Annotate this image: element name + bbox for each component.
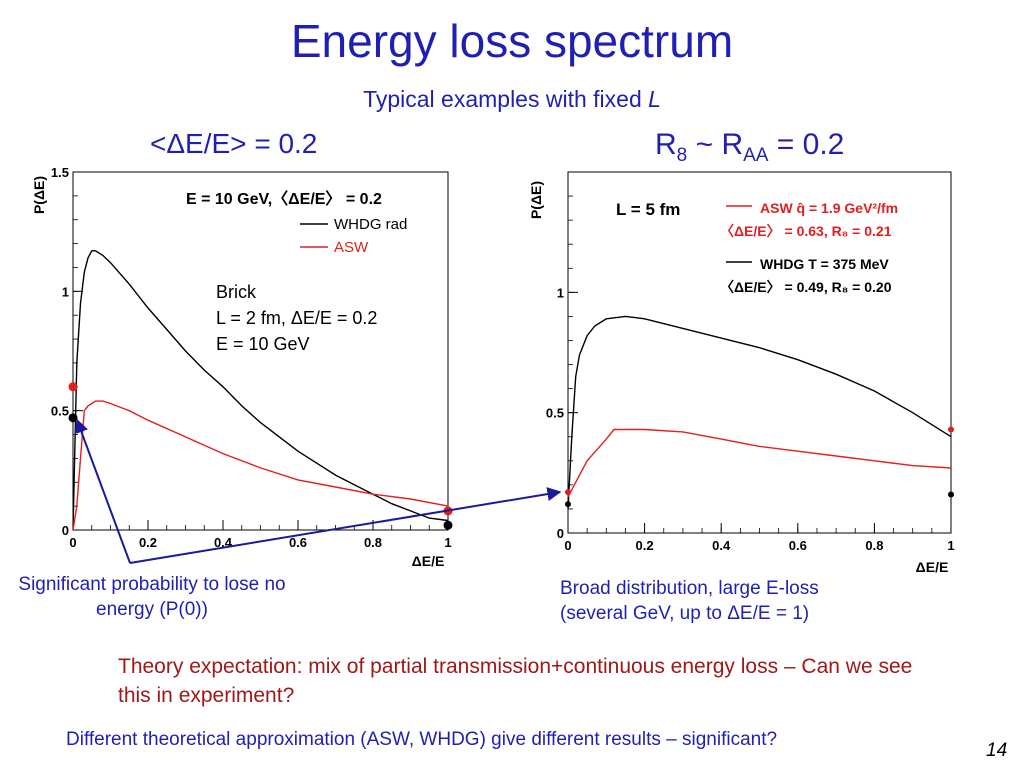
y-tick-label: 0.5	[51, 404, 69, 419]
arrow-to-right-plot	[129, 487, 562, 564]
endpoint-marker	[948, 491, 954, 498]
endpoint-marker	[68, 413, 78, 423]
rh-r: R	[655, 128, 677, 161]
x-tick-label: 0.2	[636, 538, 654, 553]
x-tick-label: 0	[564, 538, 571, 553]
chart-2: 0 0.2 0.4 0.6 0.8 1 0 0.5 1 ΔE/E P(ΔE) L = 5 fm ASW …	[528, 171, 955, 575]
y-tick-label: 0.5	[546, 406, 564, 421]
length-annotation: L = 5 fm	[616, 200, 680, 219]
legend-label: WHDG T = 375 MeV	[760, 256, 889, 272]
endpoint-marker	[565, 501, 571, 508]
brick-annotation: Brick	[216, 282, 257, 302]
page-number: 14	[986, 740, 1008, 761]
y-tick-label: 1	[557, 285, 564, 300]
caption-left: Significant probability to lose no energ…	[18, 574, 286, 620]
brick-annotation: L = 2 fm, ΔE/E = 0.2	[216, 308, 377, 328]
x-tick-label: 0.2	[139, 535, 157, 550]
legend-sublabel: 〈ΔE/E〉 = 0.49, R₈ = 0.20	[720, 279, 892, 295]
endpoint-marker	[443, 520, 453, 530]
rh-raa-sub: AA	[743, 145, 769, 166]
subtitle-text: Typical examples with fixed	[363, 86, 649, 112]
rh-value: = 0.2	[768, 128, 845, 161]
legend-header: E = 10 GeV,〈ΔE/E〉 = 0.2	[186, 190, 382, 208]
legend-sublabel: 〈ΔE/E〉 = 0.63, R₈ = 0.21	[720, 223, 892, 239]
caption-right: Broad distribution, large E-loss (several…	[560, 576, 900, 626]
rh-r-sub: 8	[676, 145, 688, 166]
arrow-to-p0	[74, 418, 131, 564]
endpoint-marker	[68, 382, 78, 392]
series-line-asw	[567, 428, 952, 498]
caption-right-line2: (several GeV, up to ΔE/E = 1)	[560, 603, 810, 624]
series-line-asw	[72, 400, 449, 531]
x-tick-label: 0.8	[865, 538, 883, 553]
series-line-whdg	[567, 315, 952, 509]
endpoint-marker	[948, 426, 954, 433]
right-plot-heading: R8 ~ RAA = 0.2	[655, 128, 844, 167]
x-tick-label: 1	[444, 535, 451, 550]
left-plot-heading: <ΔE/E> = 0.2	[150, 128, 318, 159]
series-line-whdg-rad	[72, 250, 449, 531]
y-tick-label: 1	[62, 284, 69, 299]
x-tick-label: 0	[69, 535, 76, 550]
legend-label: WHDG rad	[334, 216, 407, 233]
x-tick-label: 0.6	[789, 538, 807, 553]
brick-annotation: E = 10 GeV	[216, 334, 310, 354]
y-axis-label: P(ΔE)	[31, 176, 47, 214]
y-axis-label: P(ΔE)	[528, 181, 544, 219]
theory-text: Theory expectation: mix of partial trans…	[118, 655, 913, 707]
x-axis-label: ΔE/E	[916, 559, 949, 575]
x-tick-label: 0.4	[712, 538, 731, 553]
legend-label: ASW	[334, 239, 369, 256]
subtitle-italic: L	[648, 86, 661, 112]
footer-text: Different theoretical approximation (ASW…	[66, 729, 778, 750]
endpoint-marker	[565, 489, 571, 496]
annotation-arrows	[74, 418, 562, 564]
chart-1: 0 0.2 0.4 0.6 0.8 100.511.5ΔE/EP(ΔE) E = 10 Ge…	[31, 165, 453, 569]
y-tick-label: 1.5	[51, 165, 69, 180]
slide-subtitle: Typical examples with fixed L	[0, 86, 1024, 113]
x-tick-label: 1	[947, 538, 954, 553]
y-tick-label: 0	[557, 526, 564, 541]
y-tick-label: 0	[62, 523, 69, 538]
x-tick-label: 0.6	[289, 535, 307, 550]
x-tick-label: 0.8	[364, 535, 382, 550]
slide-title: Energy loss spectrum	[290, 15, 734, 67]
caption-right-line1: Broad distribution, large E-loss	[560, 578, 819, 599]
legend-label: ASW q̂ = 1.9 GeV²/fm	[760, 200, 898, 216]
x-axis-label: ΔE/E	[412, 553, 445, 569]
rh-tilde: ~ R	[687, 128, 744, 161]
